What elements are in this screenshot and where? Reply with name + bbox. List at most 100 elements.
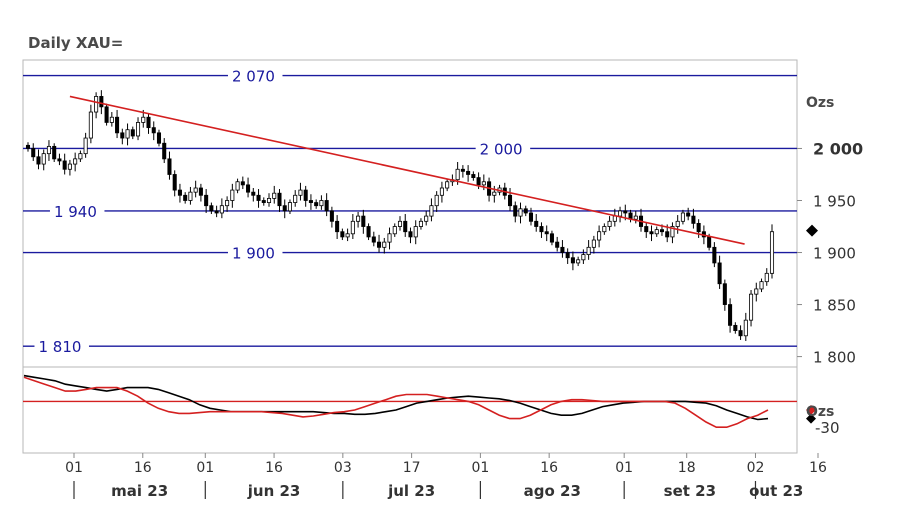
level-label-1: 2 000 (480, 140, 523, 158)
candle-128 (696, 219, 701, 238)
candle-25 (156, 129, 162, 147)
candle-75 (418, 218, 423, 230)
candle-106 (581, 249, 586, 264)
candle-34 (204, 189, 209, 213)
x-tick-label-1: 16 (134, 460, 152, 476)
candle-57 (324, 193, 329, 217)
candle-115 (628, 209, 633, 223)
candle-116 (633, 210, 638, 224)
candle-104 (570, 251, 575, 271)
candle-142 (769, 224, 775, 279)
candle-138 (749, 289, 754, 327)
candle-65 (366, 223, 371, 241)
candle-133 (722, 279, 727, 311)
x-axis: 01 16 01 16 03 17 01 16 01 18 02 16 mai 23 jun 23 jul … (65, 453, 827, 500)
month-label-1: jun 23 (247, 482, 301, 500)
candle-141 (764, 268, 769, 286)
candle-105 (576, 256, 581, 267)
candle-99 (544, 225, 549, 242)
candle-54 (308, 194, 313, 210)
month-label-2: jul 23 (387, 482, 435, 500)
candle-10 (78, 150, 83, 162)
candle-140 (759, 278, 764, 293)
candle-56 (319, 195, 324, 210)
candle-78 (434, 191, 439, 212)
candle-49 (282, 199, 287, 219)
x-tick-label-5: 17 (403, 460, 421, 476)
candle-72 (403, 214, 408, 237)
candle-58 (329, 206, 334, 228)
candle-117 (638, 208, 644, 232)
month-label-3: ago 23 (524, 482, 581, 500)
x-tick-label-11: 16 (809, 460, 827, 476)
candle-19 (125, 123, 130, 146)
candle-20 (130, 126, 135, 140)
candle-60 (340, 228, 345, 241)
x-tick-label-10: 02 (747, 460, 765, 476)
month-label-4: set 23 (664, 482, 716, 500)
candle-55 (314, 199, 319, 209)
candle-74 (413, 220, 418, 245)
candle-4 (46, 140, 51, 161)
y-tick-label-3: 1 850 (813, 297, 856, 315)
candle-98 (539, 222, 544, 238)
candle-79 (439, 181, 444, 203)
candle-2 (36, 149, 41, 170)
candle-67 (377, 234, 382, 253)
y-tick-label-0: 2 000 (813, 139, 863, 158)
candle-119 (649, 225, 654, 242)
price-unit-label: Ozs (806, 95, 834, 111)
candle-46 (266, 193, 272, 207)
candle-1 (31, 143, 36, 161)
candle-39 (230, 183, 235, 208)
candle-30 (183, 192, 188, 204)
candle-125 (680, 209, 685, 225)
candle-66 (371, 231, 376, 247)
candle-18 (120, 128, 125, 145)
chart-title: Daily XAU= (28, 34, 124, 52)
candle-12 (88, 104, 93, 144)
x-tick-label-4: 03 (334, 460, 352, 476)
candle-137 (743, 312, 748, 341)
y-tick-label-2: 1 900 (813, 245, 856, 263)
candle-43 (251, 188, 256, 202)
candle-15 (104, 103, 109, 126)
x-tick-label-8: 01 (615, 460, 633, 476)
price-panel (22, 59, 798, 368)
candle-50 (287, 199, 292, 215)
candle-53 (303, 185, 308, 207)
candle-35 (209, 202, 214, 215)
candle-44 (256, 189, 261, 208)
candle-6 (57, 153, 62, 166)
candle-131 (712, 242, 717, 268)
candle-111 (607, 216, 612, 231)
candle-96 (528, 207, 534, 226)
candle-28 (172, 170, 177, 197)
candle-31 (188, 186, 193, 205)
x-tick-label-7: 16 (540, 460, 558, 476)
candle-113 (618, 206, 623, 223)
candle-41 (240, 176, 245, 190)
candle-8 (67, 159, 72, 176)
candle-124 (675, 215, 680, 234)
osc-tick-label: -30 (815, 419, 840, 437)
candle-45 (261, 197, 266, 206)
y-tick-label-4: 1 800 (813, 349, 856, 367)
candle-36 (214, 205, 219, 218)
candle-33 (198, 183, 203, 202)
candle-64 (361, 209, 366, 234)
candle-110 (602, 223, 607, 235)
candle-5 (52, 143, 57, 162)
candle-37 (219, 198, 224, 219)
candle-47 (272, 185, 277, 204)
candle-84 (466, 165, 471, 182)
osc-red-line (23, 376, 769, 429)
candle-139 (754, 282, 759, 302)
candle-134 (728, 298, 733, 333)
candle-93 (513, 201, 518, 223)
candlesticks (25, 90, 775, 341)
candle-13 (94, 92, 99, 119)
candle-118 (644, 222, 649, 238)
candle-17 (115, 109, 120, 139)
candle-16 (109, 112, 114, 127)
